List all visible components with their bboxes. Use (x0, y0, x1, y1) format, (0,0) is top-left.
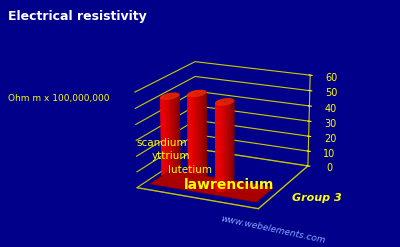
Text: Group 3: Group 3 (292, 193, 342, 203)
Text: lutetium: lutetium (168, 165, 212, 175)
Text: lawrencium: lawrencium (184, 178, 274, 192)
Text: www.webelements.com: www.webelements.com (220, 214, 326, 245)
Text: Electrical resistivity: Electrical resistivity (8, 10, 147, 23)
Text: yttrium: yttrium (152, 151, 190, 161)
Text: Ohm m x 100,000,000: Ohm m x 100,000,000 (8, 94, 110, 103)
Text: scandium: scandium (136, 138, 187, 148)
